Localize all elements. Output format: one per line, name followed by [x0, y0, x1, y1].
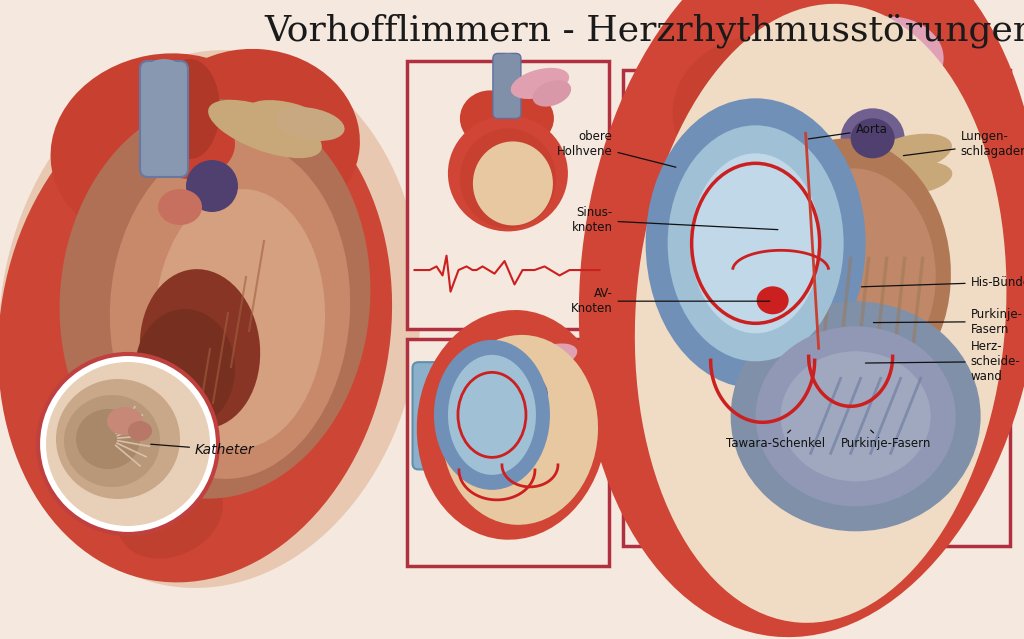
Ellipse shape [756, 327, 955, 506]
Ellipse shape [460, 91, 520, 146]
Ellipse shape [579, 0, 1024, 637]
FancyBboxPatch shape [859, 35, 927, 123]
Ellipse shape [106, 407, 143, 435]
Ellipse shape [754, 13, 858, 93]
Ellipse shape [50, 53, 280, 245]
Bar [623, 70, 1010, 546]
Text: Vorhofflimmern - Herzrhythmusstörungen: Vorhofflimmern - Herzrhythmusstörungen [264, 14, 1024, 49]
Ellipse shape [497, 54, 519, 70]
Ellipse shape [751, 139, 951, 398]
Ellipse shape [128, 421, 152, 441]
Text: His-Bündel: His-Bündel [861, 275, 1024, 289]
Ellipse shape [757, 286, 788, 314]
Text: Purkinje-Fasern: Purkinje-Fasern [841, 430, 931, 450]
Ellipse shape [155, 189, 325, 449]
Ellipse shape [434, 340, 550, 490]
Ellipse shape [442, 335, 598, 525]
Ellipse shape [0, 50, 421, 588]
FancyBboxPatch shape [413, 362, 449, 470]
Ellipse shape [873, 162, 952, 195]
Ellipse shape [145, 109, 234, 179]
Text: Katheter: Katheter [151, 443, 255, 457]
FancyBboxPatch shape [140, 61, 188, 177]
Ellipse shape [469, 347, 525, 399]
Ellipse shape [473, 141, 553, 226]
Ellipse shape [841, 109, 904, 168]
Ellipse shape [46, 362, 210, 526]
Bar [136, 434, 168, 484]
Ellipse shape [63, 395, 160, 487]
Ellipse shape [110, 139, 350, 479]
Ellipse shape [56, 379, 180, 499]
FancyBboxPatch shape [771, 19, 839, 98]
Text: Herz-
scheide-
wand: Herz- scheide- wand [865, 340, 1020, 383]
Ellipse shape [498, 93, 554, 144]
Ellipse shape [851, 118, 895, 158]
Ellipse shape [775, 169, 936, 378]
Ellipse shape [447, 355, 536, 475]
Ellipse shape [447, 116, 568, 231]
Ellipse shape [532, 81, 571, 107]
Ellipse shape [135, 309, 234, 429]
Ellipse shape [146, 59, 182, 83]
Ellipse shape [117, 470, 223, 558]
Ellipse shape [186, 160, 238, 212]
Ellipse shape [646, 98, 865, 389]
Text: AV-
Knoten: AV- Knoten [570, 287, 770, 315]
Ellipse shape [731, 302, 981, 531]
Text: Purkinje-
Fasern: Purkinje- Fasern [873, 307, 1023, 335]
Ellipse shape [208, 100, 322, 158]
FancyBboxPatch shape [636, 137, 687, 355]
Ellipse shape [275, 107, 345, 141]
Ellipse shape [668, 125, 844, 361]
Circle shape [38, 354, 218, 534]
Bar [407, 339, 609, 566]
Ellipse shape [834, 17, 944, 100]
Ellipse shape [59, 99, 371, 498]
Text: Tawara-Schenkel: Tawara-Schenkel [726, 430, 825, 450]
Ellipse shape [690, 153, 820, 334]
Ellipse shape [151, 49, 359, 229]
Text: Sinus-
knoten: Sinus- knoten [571, 206, 778, 235]
Ellipse shape [140, 269, 260, 429]
Ellipse shape [766, 36, 936, 180]
Ellipse shape [160, 59, 220, 159]
Text: Aorta: Aorta [808, 123, 888, 139]
Ellipse shape [417, 310, 607, 540]
Bar [407, 61, 609, 329]
Ellipse shape [869, 134, 952, 173]
Ellipse shape [76, 409, 140, 469]
Ellipse shape [780, 351, 931, 481]
Ellipse shape [502, 352, 552, 398]
Ellipse shape [526, 344, 578, 370]
Ellipse shape [635, 4, 1007, 623]
Ellipse shape [460, 128, 556, 228]
Ellipse shape [500, 373, 548, 417]
FancyBboxPatch shape [493, 54, 521, 118]
Ellipse shape [120, 434, 176, 504]
Text: Lungen-
schlagader: Lungen- schlagader [903, 130, 1024, 158]
Ellipse shape [511, 68, 569, 99]
Text: obere
Holhvene: obere Holhvene [557, 130, 676, 167]
Ellipse shape [0, 75, 392, 582]
Ellipse shape [673, 35, 853, 191]
Ellipse shape [158, 189, 202, 225]
Ellipse shape [247, 100, 334, 142]
